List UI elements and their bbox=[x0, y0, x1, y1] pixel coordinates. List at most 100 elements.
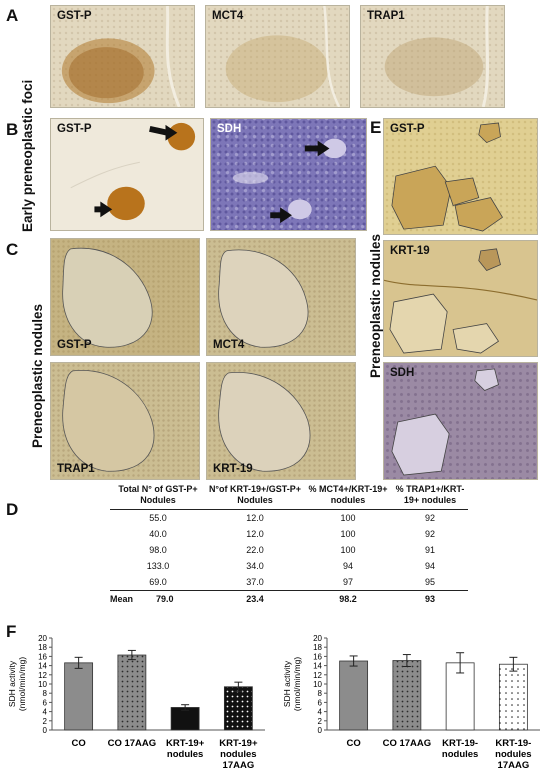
y-tick-label: 14 bbox=[38, 662, 47, 671]
x-tick-label: CO bbox=[72, 738, 86, 749]
panel-e-gstp-image: GST-P bbox=[383, 118, 538, 235]
table-header: N°of KRT-19+/GST-P+ Nodules bbox=[206, 484, 304, 510]
table-cell: 133.0 bbox=[146, 561, 170, 571]
table-cell: 98.0 bbox=[149, 545, 167, 555]
y-tick-label: 10 bbox=[38, 680, 47, 689]
row-label-preneoplastic-nodules-c: Preneoplastic nodules bbox=[30, 303, 45, 448]
x-tick-label: KRT-19-nodules 17AAG bbox=[495, 738, 531, 771]
panel-e-tag-sdh: SDH bbox=[390, 367, 415, 379]
panel-a-mct4-image: MCT4 bbox=[205, 5, 350, 108]
panel-a-trap1-image: TRAP1 bbox=[360, 5, 505, 108]
y-tick-label: 12 bbox=[38, 671, 47, 680]
mean-label: Mean bbox=[110, 594, 134, 604]
table-cell: 69.0 bbox=[149, 577, 167, 587]
y-tick-label: 8 bbox=[318, 689, 323, 698]
bar bbox=[64, 662, 94, 731]
panel-e-krt19-image: KRT-19 bbox=[383, 240, 538, 357]
table-header: % MCT4+/KRT-19+ nodules bbox=[304, 484, 392, 510]
y-axis-label: SDH activity(nmol/min/mg) bbox=[7, 657, 27, 711]
y-tick-label: 4 bbox=[318, 708, 323, 717]
table-cell: 40.0 bbox=[149, 529, 167, 539]
y-tick-label: 4 bbox=[43, 708, 48, 717]
panel-label-d: D bbox=[6, 500, 19, 519]
table-cell: 91 bbox=[424, 545, 435, 555]
panel-a-gstp-image: GST-P bbox=[50, 5, 195, 108]
y-tick-label: 20 bbox=[313, 634, 322, 643]
y-tick-label: 18 bbox=[313, 643, 322, 652]
bar-chart-krt19-positive: SDH activity(nmol/min/mg) 024681012141618… bbox=[7, 634, 265, 771]
y-tick-label: 0 bbox=[318, 726, 323, 735]
y-tick-label: 10 bbox=[313, 680, 322, 689]
table-row: 55.0 12.0 100 92 bbox=[110, 510, 468, 527]
panel-label-e: E bbox=[370, 118, 382, 137]
bar bbox=[445, 662, 475, 731]
panel-b-tag-sdh: SDH bbox=[217, 123, 242, 135]
mean-value: 79.0 bbox=[156, 594, 174, 604]
panel-b-sdh-image: SDH bbox=[210, 118, 367, 231]
panel-e-sdh-image: SDH bbox=[383, 362, 538, 480]
y-axis-label: SDH activity(nmol/min/mg) bbox=[282, 657, 302, 711]
panel-label-f: F bbox=[6, 622, 17, 641]
row-label-preneoplastic-nodules-e: Preneoplastic nodules bbox=[368, 233, 383, 378]
bar bbox=[223, 686, 253, 731]
bar-chart-krt19-negative: SDH activity(nmol/min/mg) 024681012141618… bbox=[282, 634, 540, 771]
table-cell: 94 bbox=[342, 561, 353, 571]
table-cell: 12.0 bbox=[246, 513, 264, 523]
table-cell: 34.0 bbox=[246, 561, 264, 571]
table-cell: 100 bbox=[340, 513, 356, 523]
y-tick-label: 14 bbox=[313, 662, 322, 671]
panel-c-tag-mct4: MCT4 bbox=[213, 339, 245, 351]
panel-label-b: B bbox=[6, 120, 19, 139]
panel-e-tag-gstp: GST-P bbox=[390, 123, 425, 135]
y-tick-label: 20 bbox=[38, 634, 47, 643]
data-table: Total N° of GST-P+ Nodules N°of KRT-19+/… bbox=[110, 484, 468, 607]
table-row: 40.0 12.0 100 92 bbox=[110, 526, 468, 542]
y-tick-label: 0 bbox=[43, 726, 48, 735]
y-tick-label: 6 bbox=[43, 698, 48, 707]
table-cell: 94 bbox=[424, 561, 435, 571]
table-header: % TRAP1+/KRT-19+ nodules bbox=[392, 484, 468, 510]
bar bbox=[498, 663, 528, 731]
panel-c-gstp-image: GST-P bbox=[50, 238, 200, 356]
y-tick-label: 6 bbox=[318, 698, 323, 707]
y-tick-label: 2 bbox=[318, 717, 323, 726]
table-row: 69.0 37.0 97 95 bbox=[110, 574, 468, 591]
panel-c-krt19-image: KRT-19 bbox=[206, 362, 356, 480]
bar bbox=[117, 654, 147, 731]
mean-value: 98.2 bbox=[304, 590, 392, 607]
y-tick-label: 8 bbox=[43, 689, 48, 698]
row-label-early-foci: Early preneoplastic foci bbox=[20, 79, 35, 232]
bar bbox=[392, 660, 422, 731]
x-tick-label: KRT-19+ nodules 17AAG bbox=[219, 738, 258, 771]
x-tick-label: CO 17AAG bbox=[108, 738, 157, 749]
panel-label-c: C bbox=[6, 240, 19, 259]
y-tick-label: 16 bbox=[38, 652, 47, 661]
table-header: Total N° of GST-P+ Nodules bbox=[110, 484, 206, 510]
panel-c-tag-gstp: GST-P bbox=[57, 339, 92, 351]
panel-b-tag-gstp: GST-P bbox=[57, 123, 92, 135]
bar bbox=[339, 660, 369, 731]
x-tick-label: KRT-19+ nodules bbox=[166, 738, 205, 760]
panel-a-tag-mct4: MCT4 bbox=[212, 10, 244, 22]
y-tick-label: 2 bbox=[43, 717, 48, 726]
table-row: 133.0 34.0 94 94 bbox=[110, 558, 468, 574]
table-cell: 12.0 bbox=[246, 529, 264, 539]
x-tick-label: KRT-19-nodules bbox=[442, 738, 478, 760]
panel-c-tag-krt19: KRT-19 bbox=[213, 463, 253, 475]
table-cell: 97 bbox=[342, 577, 353, 587]
table-mean-row: Mean 79.0 23.4 98.2 93 bbox=[110, 590, 468, 607]
panel-c-tag-trap1: TRAP1 bbox=[57, 463, 95, 475]
mean-value: 23.4 bbox=[206, 590, 304, 607]
panel-a-tag-gstp: GST-P bbox=[57, 10, 92, 22]
table-mean-cell: Mean 79.0 bbox=[110, 590, 206, 607]
bar bbox=[170, 707, 200, 731]
table-cell: 55.0 bbox=[149, 513, 167, 523]
panel-c-mct4-image: MCT4 bbox=[206, 238, 356, 356]
table-row: 98.0 22.0 100 91 bbox=[110, 542, 468, 558]
y-tick-label: 16 bbox=[313, 652, 322, 661]
table-cell: 22.0 bbox=[246, 545, 264, 555]
y-tick-label: 18 bbox=[38, 643, 47, 652]
table-cell: 92 bbox=[424, 513, 435, 523]
y-tick-label: 12 bbox=[313, 671, 322, 680]
table-cell: 100 bbox=[340, 545, 356, 555]
